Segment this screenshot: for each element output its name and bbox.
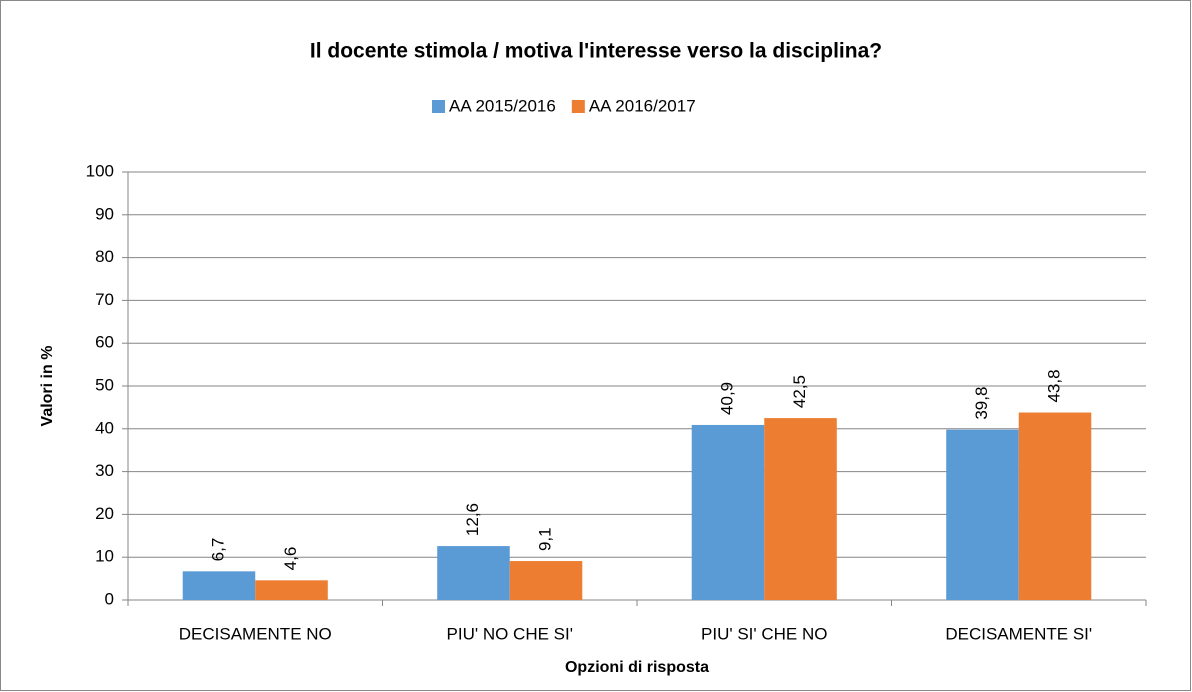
y-tick-label: 100 xyxy=(86,161,114,180)
value-label: 40,9 xyxy=(717,382,736,415)
y-axis-label: Valori in % xyxy=(39,346,56,427)
y-tick-label: 90 xyxy=(95,204,114,223)
y-tick-label: 20 xyxy=(95,504,114,523)
y-tick-label: 80 xyxy=(95,247,114,266)
y-tick-label: 40 xyxy=(95,418,114,437)
y-tick-label: 70 xyxy=(95,290,114,309)
x-tick-label: PIU' NO CHE SI' xyxy=(447,624,573,643)
y-tick-label: 50 xyxy=(95,375,114,394)
y-tick-label: 10 xyxy=(95,547,114,566)
value-label: 9,1 xyxy=(536,527,555,551)
bar xyxy=(182,571,256,600)
legend-label: AA 2016/2017 xyxy=(589,96,696,115)
y-tick-label: 30 xyxy=(95,461,114,480)
bar xyxy=(946,429,1019,600)
value-label: 42,5 xyxy=(790,375,809,408)
legend-label: AA 2015/2016 xyxy=(449,96,556,115)
chart-title: Il docente stimola / motiva l'interesse … xyxy=(310,40,882,63)
value-label: 43,8 xyxy=(1045,369,1064,402)
bar xyxy=(437,546,510,600)
value-label: 39,8 xyxy=(972,387,991,420)
bar xyxy=(255,580,328,600)
x-tick-label: DECISAMENTE NO xyxy=(179,624,332,643)
bar xyxy=(764,418,837,600)
legend-swatch xyxy=(432,100,445,113)
bar xyxy=(1018,412,1092,600)
value-label: 12,6 xyxy=(463,503,482,536)
x-axis-label: Opzioni di risposta xyxy=(565,659,709,676)
y-tick-label: 60 xyxy=(95,333,114,352)
x-tick-label: PIU' SI' CHE NO xyxy=(701,624,827,643)
bar xyxy=(691,424,765,600)
value-label: 4,6 xyxy=(281,547,300,571)
x-tick-label: DECISAMENTE SI' xyxy=(945,624,1092,643)
y-tick-label: 0 xyxy=(105,589,114,608)
legend-swatch xyxy=(571,100,585,113)
bar xyxy=(509,561,583,600)
value-label: 6,7 xyxy=(208,538,227,562)
